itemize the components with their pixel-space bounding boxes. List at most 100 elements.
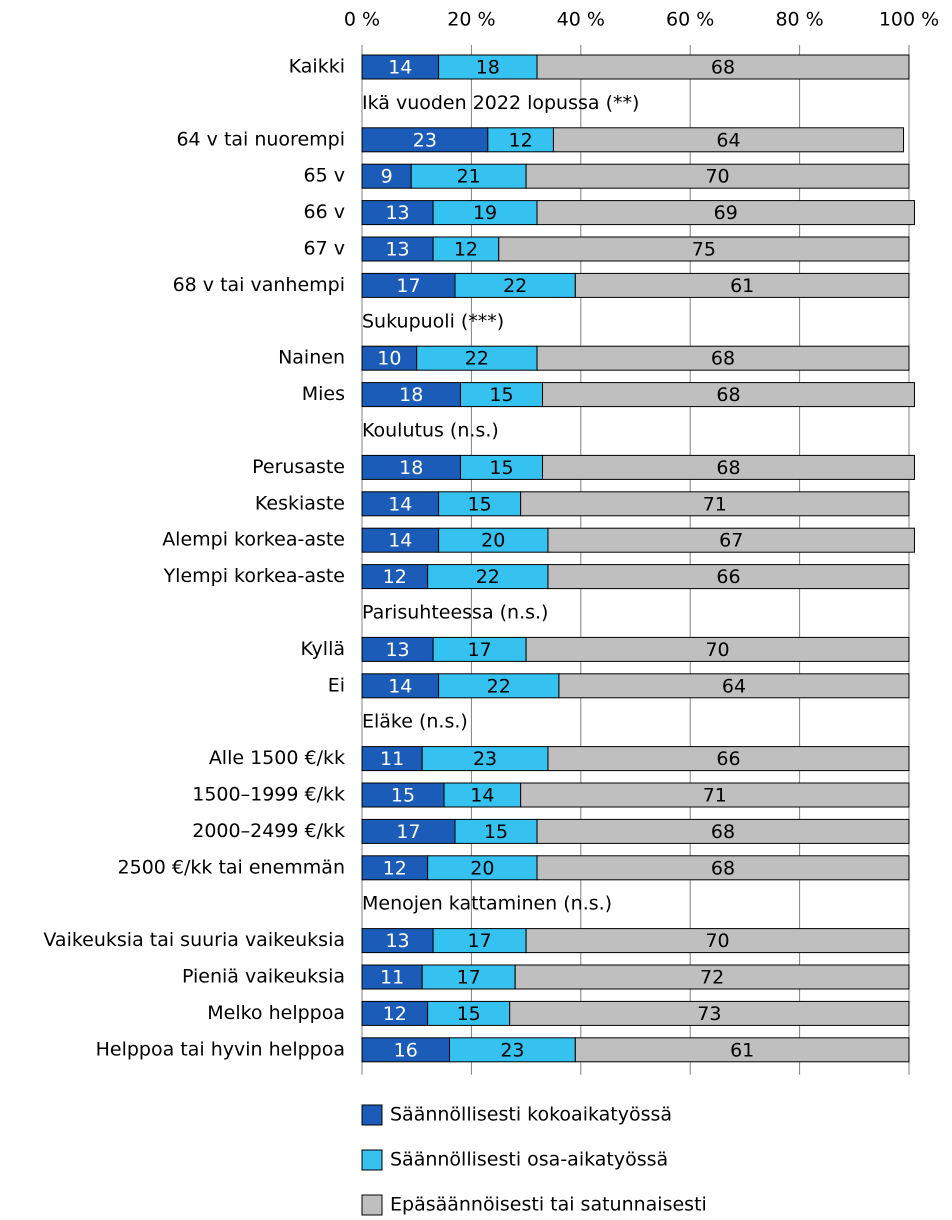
bar-segment bbox=[520, 491, 910, 517]
bar-segment bbox=[574, 1037, 910, 1063]
bar-segment bbox=[361, 746, 423, 772]
y-tick-label: Ylempi korkea-aste bbox=[163, 565, 345, 587]
y-tick-label: Helppoa tai hyvin helppoa bbox=[96, 1038, 345, 1060]
bar-segment bbox=[410, 163, 527, 189]
legend-label: Säännöllisesti osa-aikatyössä bbox=[390, 1149, 668, 1171]
group-header: Parisuhteessa (n.s.) bbox=[362, 602, 548, 624]
value-label: 64 bbox=[722, 675, 746, 697]
bar-segment bbox=[427, 855, 538, 881]
value-label: 14 bbox=[388, 530, 412, 552]
value-label: 12 bbox=[383, 857, 407, 879]
group-header: Eläke (n.s.) bbox=[362, 711, 468, 733]
value-label: 19 bbox=[473, 202, 497, 224]
bar-segment bbox=[536, 200, 915, 226]
bar-segment bbox=[552, 127, 905, 153]
y-tick-label: 1500–1999 €/kk bbox=[192, 784, 345, 806]
x-tick-label: 40 % bbox=[557, 9, 605, 31]
bar-segment bbox=[520, 782, 910, 808]
y-tick-label: Alle 1500 €/kk bbox=[209, 747, 345, 769]
value-label: 64 bbox=[716, 129, 740, 151]
value-label: 68 bbox=[711, 857, 735, 879]
bar-segment bbox=[536, 855, 910, 881]
bar-segment bbox=[542, 454, 915, 480]
y-tick-label: Alempi korkea-aste bbox=[162, 529, 345, 551]
bar-segment bbox=[361, 818, 456, 844]
bar-segment bbox=[361, 127, 489, 153]
bar-segment bbox=[361, 964, 423, 990]
value-label: 71 bbox=[703, 785, 727, 807]
value-label: 66 bbox=[716, 566, 740, 588]
value-label: 14 bbox=[470, 785, 494, 807]
bar-segment bbox=[487, 127, 554, 153]
bar-segment bbox=[361, 163, 412, 189]
bar-segment bbox=[432, 636, 527, 662]
value-label: 15 bbox=[457, 1003, 481, 1025]
bar-segment bbox=[574, 272, 910, 298]
value-label: 12 bbox=[454, 239, 478, 261]
value-label: 68 bbox=[716, 457, 740, 479]
value-label: 11 bbox=[380, 748, 404, 770]
value-label: 23 bbox=[500, 1039, 524, 1061]
bar-segment bbox=[525, 636, 910, 662]
y-tick-label: Vaikeuksia tai suuria vaikeuksia bbox=[43, 929, 345, 951]
x-tick-label: 20 % bbox=[447, 9, 495, 31]
value-label: 72 bbox=[700, 967, 724, 989]
bar-segment bbox=[361, 673, 440, 699]
y-tick-label: Nainen bbox=[278, 347, 345, 369]
bar-segment bbox=[361, 1000, 429, 1026]
y-tick-label: 68 v tai vanhempi bbox=[173, 274, 345, 296]
value-label: 18 bbox=[399, 457, 423, 479]
bar-segment bbox=[427, 564, 549, 590]
bar-segment bbox=[361, 636, 434, 662]
legend-label: Epäsäännöisesti tai satunnaisesti bbox=[390, 1194, 707, 1216]
value-label: 20 bbox=[481, 530, 505, 552]
value-label: 12 bbox=[383, 566, 407, 588]
value-label: 75 bbox=[692, 239, 716, 261]
bar-segment bbox=[558, 673, 910, 699]
value-label: 21 bbox=[457, 166, 481, 188]
y-tick-label: 2000–2499 €/kk bbox=[192, 820, 345, 842]
value-label: 14 bbox=[388, 493, 412, 515]
value-label: 14 bbox=[388, 57, 412, 79]
value-label: 9 bbox=[381, 166, 393, 188]
bar-segment bbox=[536, 818, 910, 844]
bar-segment bbox=[432, 236, 500, 262]
legend-label: Säännöllisesti kokoaikatyössä bbox=[390, 1104, 672, 1126]
value-label: 15 bbox=[489, 457, 513, 479]
group-header: Ikä vuoden 2022 lopussa (**) bbox=[362, 92, 639, 114]
value-label: 16 bbox=[394, 1039, 418, 1061]
value-label: 13 bbox=[385, 202, 409, 224]
x-tick-label: 80 % bbox=[775, 9, 823, 31]
group-header: Sukupuoli (***) bbox=[362, 310, 504, 332]
value-label: 22 bbox=[465, 348, 489, 370]
bar-segment bbox=[454, 818, 538, 844]
value-label: 71 bbox=[703, 493, 727, 515]
value-label: 23 bbox=[473, 748, 497, 770]
bar-segment bbox=[361, 54, 440, 80]
value-label: 61 bbox=[730, 1039, 754, 1061]
bar-segment bbox=[361, 200, 434, 226]
bar-segment bbox=[454, 272, 576, 298]
value-label: 22 bbox=[487, 675, 511, 697]
bar-segment bbox=[547, 564, 910, 590]
value-label: 17 bbox=[396, 275, 420, 297]
bar-segment bbox=[438, 673, 560, 699]
legend-swatch bbox=[361, 1194, 383, 1216]
value-label: 67 bbox=[719, 530, 743, 552]
bar-segment bbox=[427, 1000, 511, 1026]
value-label: 15 bbox=[484, 821, 508, 843]
value-label: 15 bbox=[489, 384, 513, 406]
y-tick-label: Kyllä bbox=[300, 638, 345, 660]
value-label: 17 bbox=[468, 930, 492, 952]
bar-segment bbox=[547, 746, 910, 772]
y-tick-label: 66 v bbox=[304, 201, 345, 223]
value-label: 23 bbox=[413, 129, 437, 151]
y-tick-label: Melko helppoa bbox=[207, 1002, 345, 1024]
value-label: 14 bbox=[388, 675, 412, 697]
y-tick-label: Kaikki bbox=[289, 56, 345, 78]
bar-segment bbox=[542, 382, 915, 408]
bar-segment bbox=[536, 54, 910, 80]
value-label: 70 bbox=[705, 639, 729, 661]
value-label: 68 bbox=[711, 57, 735, 79]
